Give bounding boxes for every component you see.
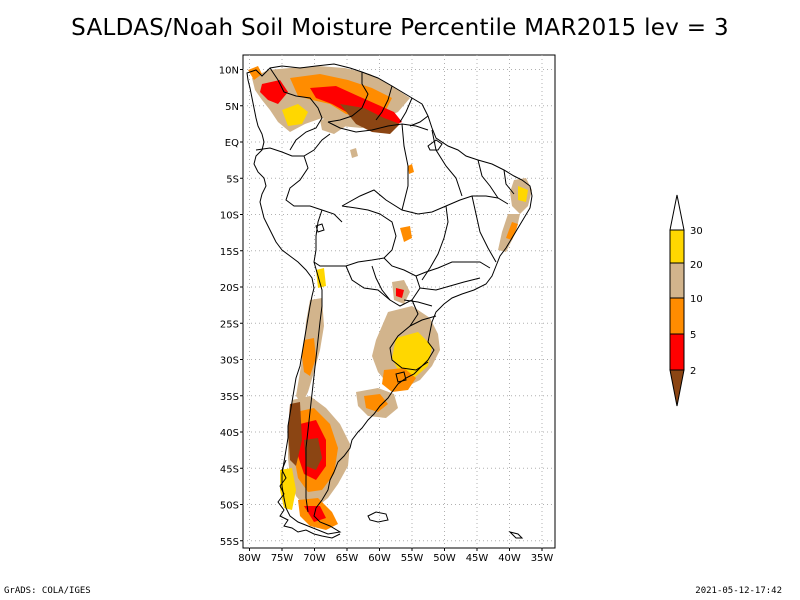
lat-tick-label: 30S bbox=[220, 356, 239, 367]
border-venezuela-guyana bbox=[327, 72, 369, 123]
colorbar-bin-20 bbox=[669, 262, 685, 299]
border-brazil-north bbox=[327, 121, 429, 133]
border-bolivia bbox=[313, 205, 397, 267]
lat-tick-label: 55S bbox=[220, 537, 239, 548]
border-brazil-states-2 bbox=[421, 195, 497, 281]
footer-timestamp: 2021-05-12-17:42 bbox=[695, 586, 782, 596]
colorbar-label-10: 10 bbox=[690, 294, 703, 305]
lon-tick-label: 75W bbox=[271, 553, 294, 564]
lake-titicaca bbox=[315, 223, 325, 233]
colorbar-bin-10 bbox=[669, 297, 685, 335]
footer-credit: GrADS: COLA/IGES bbox=[4, 586, 91, 596]
border-brazil-internal bbox=[341, 189, 509, 215]
lat-tick-label: EQ bbox=[225, 138, 239, 149]
border-brazil-south bbox=[403, 299, 437, 327]
latitude-labels: 10N 5N EQ 5S 10S 15S 20S 25S 30S 35S 40S 45S 50S 55S bbox=[219, 66, 243, 548]
colorbar-bottom-triangle bbox=[669, 369, 685, 407]
colorbar-label-20: 20 bbox=[690, 260, 703, 271]
lon-tick-label: 45W bbox=[466, 553, 489, 564]
lon-tick-label: 80W bbox=[238, 553, 261, 564]
longitude-labels: 80W 75W 70W 65W 60W 55W 50W 45W 40W 35W bbox=[238, 548, 553, 564]
lat-tick-label: 5S bbox=[226, 174, 239, 185]
border-brazil-states-4 bbox=[415, 261, 491, 277]
lon-tick-label: 50W bbox=[433, 553, 456, 564]
border-colombia-venezuela bbox=[269, 67, 323, 151]
border-argentina-chile bbox=[305, 261, 323, 513]
lon-tick-label: 35W bbox=[531, 553, 554, 564]
marajo-island bbox=[427, 139, 443, 151]
border-brazil-states-1 bbox=[401, 123, 463, 211]
lat-tick-label: 35S bbox=[220, 392, 239, 403]
lon-tick-label: 40W bbox=[498, 553, 521, 564]
lon-tick-label: 60W bbox=[368, 553, 391, 564]
border-argentina-north bbox=[345, 265, 391, 301]
lat-tick-label: 10S bbox=[220, 211, 239, 222]
continent-outlines bbox=[246, 63, 533, 539]
lat-tick-label: 5N bbox=[225, 102, 239, 113]
south-georgia-islet bbox=[508, 531, 524, 539]
shading-central bbox=[316, 268, 440, 418]
map-title: SALDAS/Noah Soil Moisture Percentile MAR… bbox=[71, 15, 729, 41]
lat-tick-label: 10N bbox=[219, 66, 239, 77]
border-guianas bbox=[375, 85, 429, 127]
lat-tick-label: 45S bbox=[220, 464, 239, 475]
border-colombia-peru-ecuador bbox=[255, 133, 331, 157]
falkland-islands bbox=[367, 511, 389, 523]
border-peru-brazil bbox=[285, 155, 343, 223]
colorbar-bin-5 bbox=[669, 333, 685, 371]
lon-tick-label: 55W bbox=[401, 553, 424, 564]
percentile-shading bbox=[248, 66, 532, 530]
colorbar-label-5: 5 bbox=[690, 330, 696, 341]
border-argentina-brazil-uruguay bbox=[389, 299, 429, 371]
shading-south bbox=[280, 298, 350, 530]
colorbar-label-30: 30 bbox=[690, 226, 703, 237]
shading-north bbox=[248, 66, 414, 174]
colorbar-bin-30 bbox=[669, 229, 685, 264]
colorbar: 30 20 10 5 2 bbox=[669, 194, 703, 407]
shading-northeast bbox=[400, 178, 532, 252]
colorbar-label-2: 2 bbox=[690, 366, 696, 377]
lagoa-dos-patos bbox=[395, 371, 407, 383]
lon-tick-label: 65W bbox=[336, 553, 359, 564]
lat-tick-label: 20S bbox=[220, 283, 239, 294]
lat-tick-label: 15S bbox=[220, 247, 239, 258]
lat-tick-label: 50S bbox=[220, 501, 239, 512]
lat-tick-label: 40S bbox=[220, 428, 239, 439]
lat-tick-label: 25S bbox=[220, 319, 239, 330]
lon-tick-label: 70W bbox=[303, 553, 326, 564]
colorbar-top-triangle bbox=[669, 194, 685, 231]
chile-fjords bbox=[277, 459, 341, 539]
border-brazil-states-3 bbox=[419, 159, 515, 291]
south-america-coastline bbox=[246, 63, 533, 535]
